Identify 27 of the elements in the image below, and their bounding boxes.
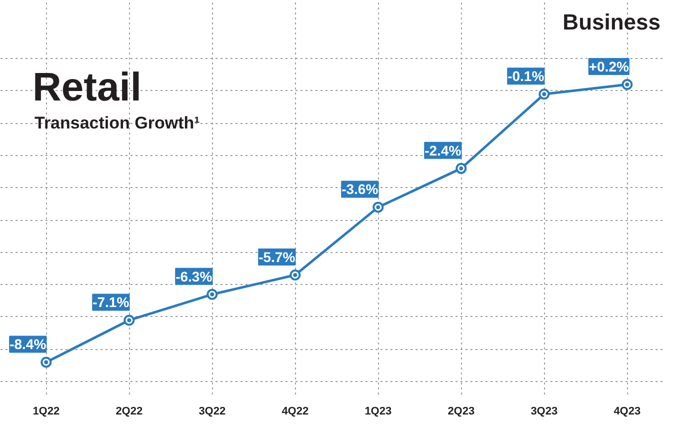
x-tick-label: 1Q23 <box>364 406 392 418</box>
data-label: +0.2% <box>588 58 630 74</box>
x-tick-label: 2Q23 <box>448 406 475 418</box>
point <box>456 162 467 174</box>
x-tick-label: 4Q23 <box>614 406 641 418</box>
text: Transaction Growth¹ <box>34 114 200 132</box>
annotation: Business <box>562 10 661 34</box>
point <box>372 202 384 213</box>
point <box>124 314 135 326</box>
data-label: -7.1% <box>92 294 130 310</box>
data-label: -3.6% <box>342 181 379 198</box>
x-tick-label: 4Q22 <box>282 406 309 418</box>
x-tick-label: 3Q22 <box>198 406 226 418</box>
x-tick-label: 2Q22 <box>116 406 143 418</box>
x-tick-label: 1Q22 <box>32 406 60 418</box>
x-tick-label: 3Q23 <box>530 406 558 418</box>
data-label: -2.4% <box>424 142 462 158</box>
point <box>40 356 52 368</box>
data-label: -8.4% <box>10 336 47 352</box>
point <box>290 270 301 280</box>
point <box>622 78 633 90</box>
point <box>206 288 218 300</box>
text: Retail <box>32 66 142 110</box>
data-label: -6.3% <box>176 268 213 284</box>
data-label: -0.1% <box>508 68 545 84</box>
point <box>538 88 550 100</box>
data-label: -5.7% <box>258 249 296 266</box>
